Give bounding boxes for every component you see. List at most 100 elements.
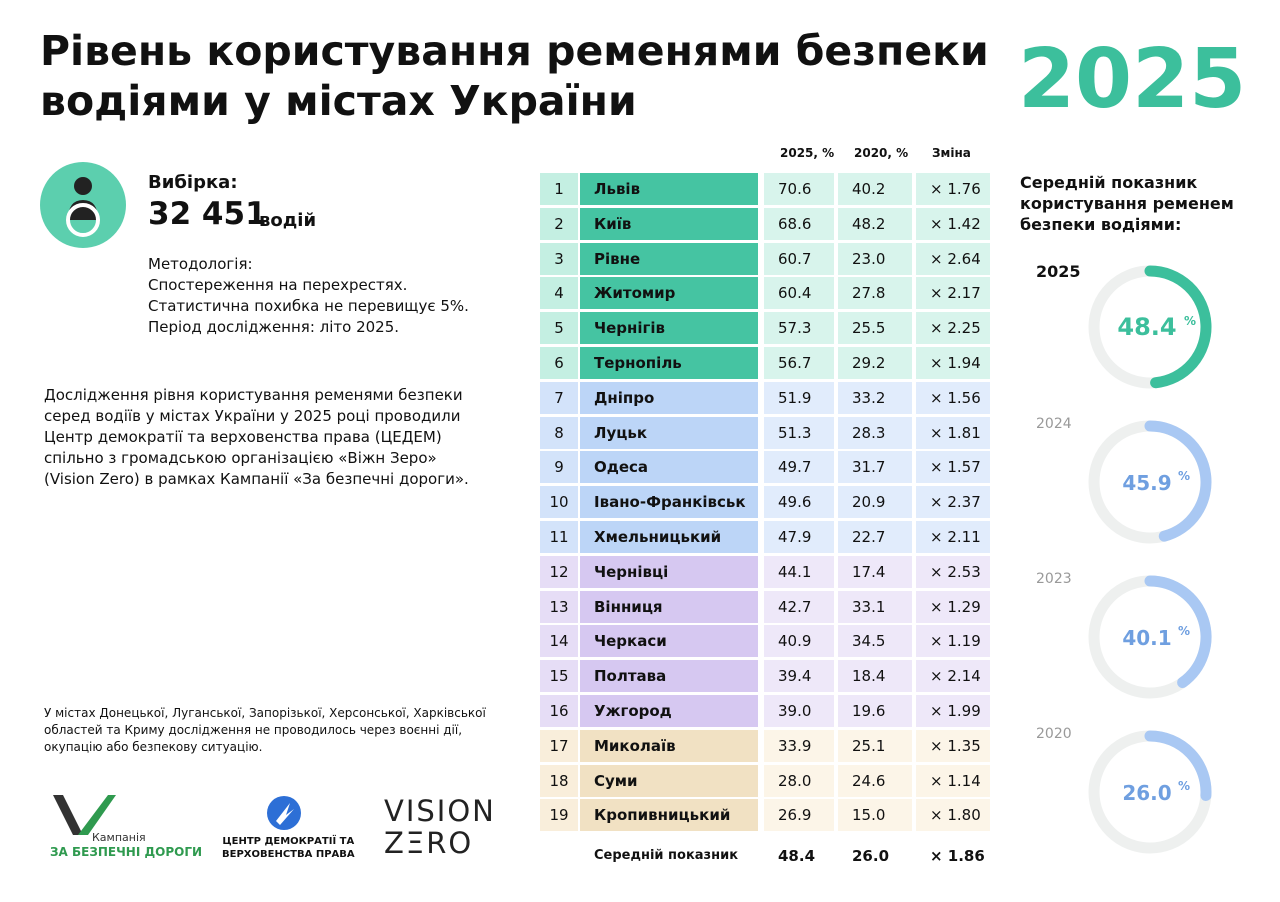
value-2025: 44.1: [764, 555, 834, 588]
value-2025: 51.3: [764, 416, 834, 449]
value-2025: 39.4: [764, 660, 834, 693]
gauge-year: 2020: [1036, 726, 1072, 742]
text-line: безпеки водіями:: [1020, 215, 1182, 234]
text-line: У містах Донецької, Луганської, Запорізь…: [44, 706, 486, 720]
value-2020: 27.8: [838, 277, 912, 310]
gauge-arc: [1144, 730, 1212, 802]
gauge-arc: [1144, 420, 1212, 542]
change: × 2.64: [916, 242, 990, 275]
change: × 2.37: [916, 486, 990, 519]
text-line: спільно з громадською організацією «Віжн…: [44, 449, 437, 467]
gauge-year: 2024: [1036, 416, 1072, 432]
vision-line: VISION: [384, 794, 496, 828]
vision-zero-logo: VISION ZΞRO: [384, 795, 496, 859]
city: Луцьк: [580, 416, 758, 449]
gauge-unit: %: [1178, 469, 1190, 483]
value-2025: 33.9: [764, 729, 834, 762]
city: Кропивницький: [580, 799, 758, 832]
value-2025: 57.3: [764, 312, 834, 345]
value-2020: 19.6: [838, 695, 912, 727]
rank: 13: [540, 590, 578, 623]
average-value: × 1.86: [930, 847, 985, 865]
value-2020: 18.4: [838, 660, 912, 693]
campaign-small: Кампанія: [92, 831, 146, 844]
city: Чернівці: [580, 555, 758, 588]
gauge-year: 2025: [1036, 262, 1081, 281]
rank: 14: [540, 625, 578, 658]
text-line: областей та Криму дослідження не проводи…: [44, 723, 463, 737]
gauge-value: 45.9: [1122, 471, 1171, 495]
change: × 1.19: [916, 625, 990, 658]
gauge-arc: [1144, 575, 1212, 689]
city: Івано-Франківськ: [580, 486, 758, 519]
value-2020: 40.2: [838, 173, 912, 205]
text-line: користування ременем: [1020, 194, 1234, 213]
city: Суми: [580, 764, 758, 797]
value-2020: 29.2: [838, 347, 912, 379]
text-line: Середній показник: [1020, 173, 1198, 192]
footnote: У містах Донецької, Луганської, Запорізь…: [44, 705, 486, 756]
city: Житомир: [580, 277, 758, 310]
column-header: 2020, %: [854, 146, 909, 160]
gauge-value: 48.4: [1117, 313, 1176, 341]
change: × 2.17: [916, 277, 990, 310]
rank: 18: [540, 764, 578, 797]
change: × 1.42: [916, 207, 990, 240]
rank: 7: [540, 381, 578, 414]
gauge-arc: [1144, 265, 1212, 389]
change: × 2.11: [916, 521, 990, 553]
value-2025: 28.0: [764, 764, 834, 797]
sample-label: Вибірка:: [148, 172, 238, 193]
value-2020: 24.6: [838, 764, 912, 797]
change: × 1.94: [916, 347, 990, 379]
rank: 11: [540, 521, 578, 553]
title: Рівень користування ременями безпеки вод…: [40, 26, 989, 126]
rank: 9: [540, 451, 578, 484]
text-line: Центр демократії та верховенства права (…: [44, 428, 442, 446]
title-line: Рівень користування ременями безпеки: [40, 27, 989, 75]
change: × 1.35: [916, 729, 990, 762]
text-line: (Vision Zero) в рамках Кампанії «За безп…: [44, 470, 469, 488]
gauge-value: 26.0: [1122, 781, 1171, 805]
value-2025: 42.7: [764, 590, 834, 623]
city: Тернопіль: [580, 347, 758, 379]
rank: 6: [540, 347, 578, 379]
gauge-year: 2023: [1036, 571, 1072, 587]
city: Миколаїв: [580, 729, 758, 762]
driver-icon: [40, 162, 126, 248]
gauge-unit: %: [1178, 624, 1190, 638]
city: Одеса: [580, 451, 758, 484]
cedem-logo: [267, 796, 301, 830]
campaign-logo: [53, 795, 116, 835]
gauges: 48.4 % 2025 45.9 % 2024 40.1 % 2023 26.0 % 2020: [1036, 262, 1212, 854]
city: Черкаси: [580, 625, 758, 658]
change: × 2.53: [916, 555, 990, 588]
value-2025: 49.7: [764, 451, 834, 484]
sample-count: 32 451: [148, 196, 267, 232]
text-line: окупацію або безпекову ситуацію.: [44, 740, 263, 754]
value-2020: 17.4: [838, 555, 912, 588]
rank: 8: [540, 416, 578, 449]
change: × 1.57: [916, 451, 990, 484]
vision-line: ZΞRO: [384, 826, 474, 860]
value-2025: 51.9: [764, 381, 834, 414]
city: Київ: [580, 207, 758, 240]
city: Дніпро: [580, 381, 758, 414]
value-2020: 28.3: [838, 416, 912, 449]
city: Чернігів: [580, 312, 758, 345]
year: 2025: [1018, 32, 1247, 127]
value-2025: 47.9: [764, 521, 834, 553]
change: × 1.81: [916, 416, 990, 449]
rank: 2: [540, 207, 578, 240]
rank: 12: [540, 555, 578, 588]
description: Дослідження рівня користування ременями …: [44, 385, 469, 490]
average-label: Середній показник: [594, 848, 739, 863]
average-value: 48.4: [778, 847, 816, 865]
gauges-title: Середній показник користування ременем без…: [1020, 172, 1234, 235]
value-2020: 23.0: [838, 242, 912, 275]
change: × 1.56: [916, 381, 990, 414]
methodology: Методологія: Спостереження на перехрестях…: [148, 254, 469, 338]
rank: 10: [540, 486, 578, 519]
change: × 1.80: [916, 799, 990, 832]
